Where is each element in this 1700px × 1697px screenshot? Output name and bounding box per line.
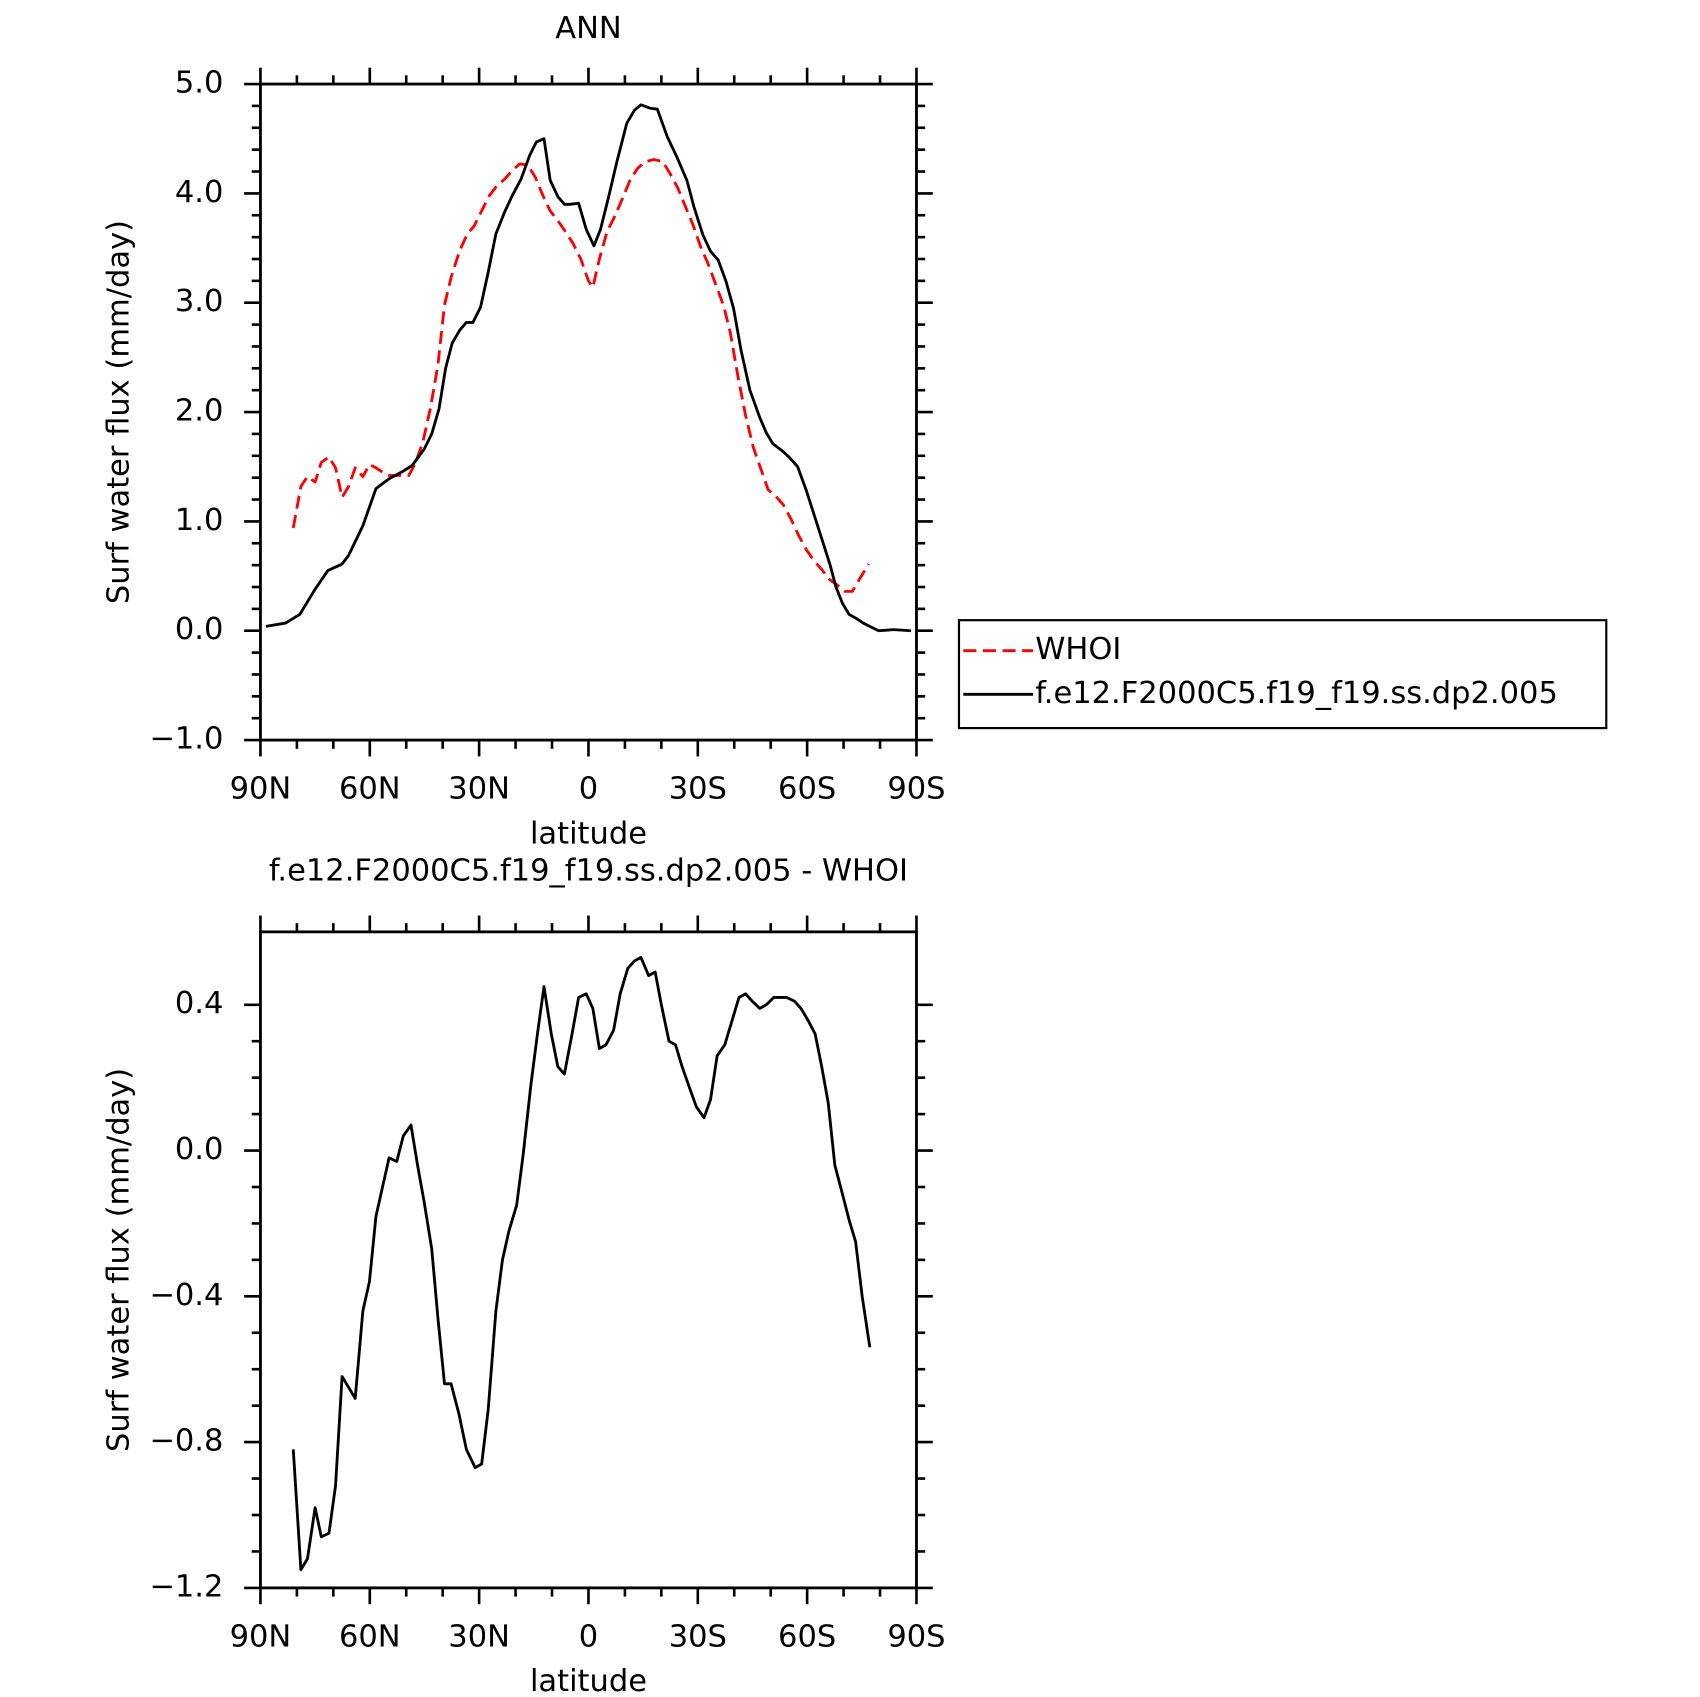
y-tick-label: 0.4 (175, 986, 224, 1021)
plot-frame (259, 82, 918, 742)
x-tick-label: 30S (669, 772, 727, 807)
x-tick-label: 90S (887, 772, 945, 807)
y-axis-label: Surf water flux (mm/day) (101, 1068, 136, 1452)
y-tick-label: 0.0 (175, 612, 224, 647)
x-tick-label: 30N (448, 1620, 510, 1655)
y-tick-label: −1.2 (149, 1569, 223, 1604)
chart-title: f.e12.F2000C5.f19_f19.ss.dp2.005 - WHOI (269, 853, 908, 888)
legend-label: WHOI (1035, 632, 1121, 667)
y-tick-label: −0.4 (149, 1278, 223, 1313)
legend-box (957, 619, 1608, 730)
x-tick-label: 90N (230, 772, 292, 807)
x-tick-label: 90N (230, 1620, 292, 1655)
y-tick-label: 5.0 (175, 66, 224, 101)
x-tick-label: 60N (339, 772, 401, 807)
x-axis-label: latitude (530, 816, 647, 851)
y-tick-label: −0.8 (149, 1424, 223, 1459)
y-tick-label: −1.0 (149, 722, 223, 757)
series-line (291, 158, 870, 593)
y-tick-label: 3.0 (175, 284, 224, 319)
x-tick-label: 0 (579, 1620, 598, 1655)
y-axis-label: Surf water flux (mm/day) (101, 220, 136, 604)
x-tick-label: 60S (778, 772, 836, 807)
x-tick-label: 60S (778, 1620, 836, 1655)
y-tick-label: 0.0 (175, 1132, 224, 1167)
series-line (265, 103, 912, 633)
y-tick-label: 1.0 (175, 503, 224, 538)
y-tick-label: 2.0 (175, 394, 224, 429)
x-tick-label: 60N (339, 1620, 401, 1655)
series-line (291, 955, 872, 1572)
x-tick-label: 30N (448, 772, 510, 807)
x-tick-label: 0 (579, 772, 598, 807)
legend-label: f.e12.F2000C5.f19_f19.ss.dp2.005 (1035, 676, 1558, 711)
chart-title: ANN (555, 11, 622, 46)
plot-frame (259, 930, 918, 1590)
x-tick-label: 30S (669, 1620, 727, 1655)
x-tick-label: 90S (887, 1620, 945, 1655)
y-tick-label: 4.0 (175, 175, 224, 210)
x-axis-label: latitude (530, 1664, 647, 1697)
